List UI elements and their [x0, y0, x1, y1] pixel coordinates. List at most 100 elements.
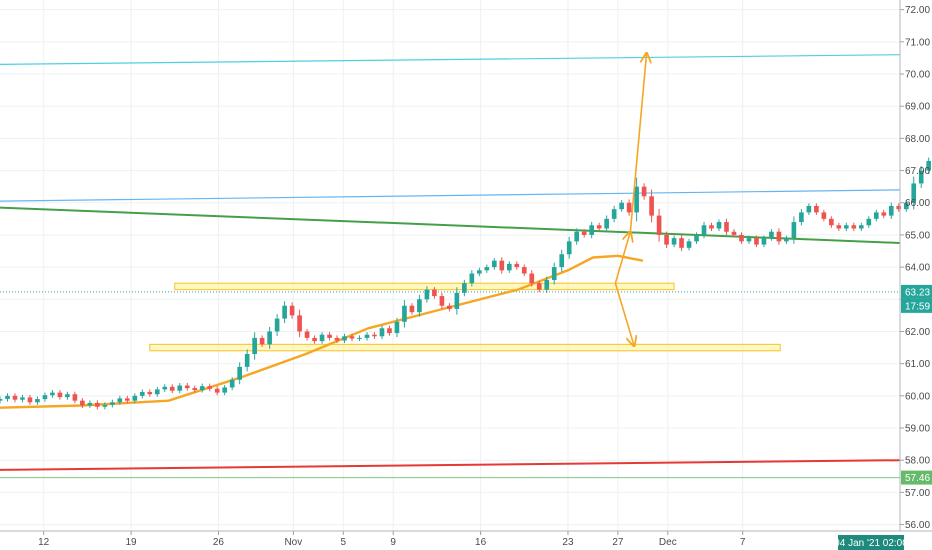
x-tick-label: 12	[38, 537, 50, 548]
y-tick-label: 66.00	[905, 198, 930, 209]
candle	[312, 335, 317, 344]
green-trendline	[0, 206, 901, 244]
candle	[626, 199, 632, 216]
candle	[297, 309, 302, 338]
candle	[222, 384, 228, 396]
candle	[117, 395, 123, 405]
candle	[566, 236, 572, 259]
candle	[559, 249, 565, 272]
candle-body	[506, 263, 512, 271]
candle	[888, 202, 894, 219]
candle	[806, 203, 812, 215]
date-badge	[838, 535, 904, 550]
x-tick-label: 9	[390, 537, 396, 548]
candle	[439, 292, 445, 310]
candle-body	[791, 222, 797, 239]
candle	[604, 215, 609, 232]
candle	[162, 384, 168, 392]
candle	[304, 328, 310, 341]
candle-body	[477, 270, 482, 274]
candle-body	[117, 398, 123, 403]
candle	[462, 279, 467, 297]
last-price-badge	[901, 284, 932, 299]
candle-body	[349, 336, 355, 339]
candle	[918, 166, 924, 188]
candle	[319, 332, 325, 344]
candle-body	[559, 254, 565, 268]
price-zone	[149, 343, 781, 352]
candle-body	[125, 398, 130, 401]
grid-lines	[0, 0, 900, 531]
candle-body	[611, 209, 617, 219]
candle	[791, 216, 797, 244]
candle	[5, 393, 10, 402]
time-axis[interactable]: 12 19 26 Nov 5 9 16 23 27 Dec 7 04 Jan '21 02:00	[0, 530, 932, 550]
candle-body	[72, 394, 78, 401]
candle	[252, 332, 257, 360]
candle-body	[319, 334, 325, 342]
candle-body	[177, 385, 183, 391]
candle	[237, 362, 242, 385]
candle-body	[312, 337, 317, 342]
candle-body	[334, 337, 340, 341]
candle	[596, 222, 602, 232]
candle	[27, 394, 33, 405]
x-tick-label: 16	[475, 537, 487, 548]
date-badge-label: 04 Jan '21 02:00	[834, 538, 908, 549]
candle-body	[866, 218, 872, 226]
candle-body	[739, 234, 744, 242]
candle-body	[491, 260, 497, 268]
candle	[551, 262, 557, 285]
candle-body	[911, 183, 917, 203]
candle	[72, 391, 78, 404]
candle-body	[806, 205, 812, 213]
candle	[282, 301, 287, 324]
y-tick-label: 61.00	[905, 359, 930, 370]
candle	[207, 383, 213, 392]
candle-body	[814, 205, 819, 213]
candle-body	[649, 196, 654, 216]
candle-body	[424, 289, 430, 300]
candle	[514, 261, 520, 270]
candle	[521, 264, 527, 277]
candle-body	[65, 394, 70, 398]
candle-body	[851, 225, 857, 229]
candle-body	[619, 202, 624, 210]
candle	[664, 231, 669, 248]
price-axis[interactable]: 56.0057.0058.0059.0060.0061.0062.0063.00…	[899, 0, 932, 531]
candle-body	[544, 279, 550, 290]
candle-body	[836, 225, 842, 229]
candle-body	[237, 366, 242, 380]
candle-body	[162, 386, 168, 390]
candle	[424, 286, 430, 303]
projection-arrow	[629, 53, 646, 232]
candle	[477, 267, 482, 277]
candle	[911, 176, 917, 210]
candle	[357, 335, 362, 342]
y-tick-label: 72.00	[905, 5, 930, 16]
candle	[432, 287, 437, 299]
candle	[110, 399, 115, 408]
candle-body	[192, 388, 198, 391]
candle	[746, 235, 752, 244]
candle	[484, 264, 490, 273]
candle-body	[799, 212, 804, 223]
candle-body	[746, 238, 752, 242]
candle-body	[589, 225, 594, 235]
candle-body	[252, 337, 257, 354]
candle-body	[214, 388, 220, 393]
candle	[903, 200, 909, 212]
candle-body	[484, 267, 490, 271]
candle	[229, 377, 235, 391]
candle	[364, 332, 370, 341]
candle	[0, 396, 3, 404]
blue-trendline	[0, 189, 901, 202]
candle-body	[686, 241, 692, 248]
candle	[372, 332, 377, 339]
candle-body	[154, 389, 160, 395]
candle-body	[754, 238, 759, 245]
x-tick-label: 19	[126, 537, 138, 548]
candle-body	[80, 400, 85, 406]
